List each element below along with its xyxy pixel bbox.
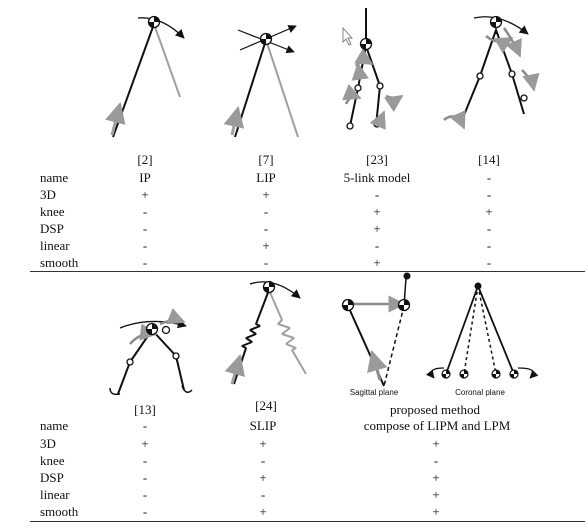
table-cell: - [260, 453, 266, 468]
table-cell: + [259, 470, 267, 485]
section-divider [30, 271, 585, 272]
mass-point-icon [259, 32, 273, 46]
table-cell: - [142, 504, 148, 519]
table-cell: SLIP [249, 418, 277, 433]
mass-point-icon [441, 369, 451, 379]
row-label: smooth [40, 504, 79, 519]
table-cell: - [263, 221, 269, 236]
table-cell: - [486, 238, 492, 253]
plane-label-sagittal: Sagittal plane [349, 388, 399, 397]
model-13-illustration [109, 308, 193, 396]
table-cell: - [142, 487, 148, 502]
mass-point-icon [397, 298, 411, 312]
method-subtitle: compose of LIPM and LPM [363, 418, 511, 433]
mass-point-icon [145, 322, 159, 336]
table-cell: - [142, 238, 148, 253]
model-knee-illustration [443, 15, 540, 130]
mass-point-icon [459, 369, 469, 379]
table-cell: IP [139, 170, 151, 185]
row-label: 3D [40, 436, 56, 451]
table-cell: + [141, 187, 149, 202]
mass-point-icon [491, 369, 501, 379]
table-cell: - [263, 204, 269, 219]
proposed-sagittal-illustration [341, 272, 411, 387]
model-5link-illustration [342, 8, 404, 130]
row-label: 3D [40, 187, 56, 202]
table-cell: - [142, 453, 148, 468]
table-cell: + [432, 487, 440, 502]
row-label: name [40, 170, 69, 185]
ref-label: [2] [137, 152, 153, 167]
method-title: proposed method [390, 402, 480, 417]
row-label: name [40, 418, 69, 433]
ref-label: [7] [258, 152, 274, 167]
table-cell: - [433, 453, 439, 468]
model-lip-illustration [223, 25, 299, 138]
mass-point-icon [262, 280, 276, 294]
table-cell: + [432, 504, 440, 519]
table-cell: - [142, 418, 148, 433]
model-ip-illustration [105, 15, 185, 138]
table-cell: + [259, 504, 267, 519]
ref-label: [13] [134, 402, 156, 417]
table-cell: + [432, 436, 440, 451]
table-cell: + [373, 255, 381, 270]
bottom-divider [30, 521, 585, 522]
row-label: linear [40, 238, 70, 253]
table-cell: + [262, 238, 270, 253]
table-cell: - [142, 221, 148, 236]
table-cell: + [373, 221, 381, 236]
table-cell: - [142, 204, 148, 219]
table-cell: + [373, 204, 381, 219]
table-cell: - [486, 255, 492, 270]
ref-label: [23] [366, 152, 388, 167]
ref-label: [14] [478, 152, 500, 167]
table-cell: + [141, 436, 149, 451]
table-cell: - [263, 255, 269, 270]
row-label: DSP [40, 470, 64, 485]
mass-point-icon [509, 369, 519, 379]
row-label: linear [40, 487, 70, 502]
table-cell: 5-link model [343, 170, 411, 185]
table-cell: + [432, 470, 440, 485]
cursor-icon [342, 26, 354, 46]
proposed-coronal-illustration [425, 282, 539, 379]
mass-point-icon [489, 15, 503, 29]
mass-point-icon [147, 15, 161, 29]
table-cell: LIP [256, 170, 276, 185]
table-cell: - [486, 170, 492, 185]
plane-label-coronal: Coronal plane [455, 388, 505, 397]
row-label: knee [40, 204, 65, 219]
row-label: smooth [40, 255, 79, 270]
table-cell: - [142, 255, 148, 270]
model-slip-illustration [224, 280, 307, 385]
mass-point-icon [359, 37, 373, 51]
table-cell: - [260, 487, 266, 502]
mass-point-icon [341, 298, 355, 312]
table-cell: - [374, 238, 380, 253]
table-cell: - [142, 470, 148, 485]
table-cell: - [486, 187, 492, 202]
row-label: knee [40, 453, 65, 468]
table-cell: + [262, 187, 270, 202]
table-cell: - [374, 187, 380, 202]
table-cell: - [486, 221, 492, 236]
ref-label: [24] [255, 398, 277, 413]
table-cell: + [259, 436, 267, 451]
row-label: DSP [40, 221, 64, 236]
table-cell: + [485, 204, 493, 219]
